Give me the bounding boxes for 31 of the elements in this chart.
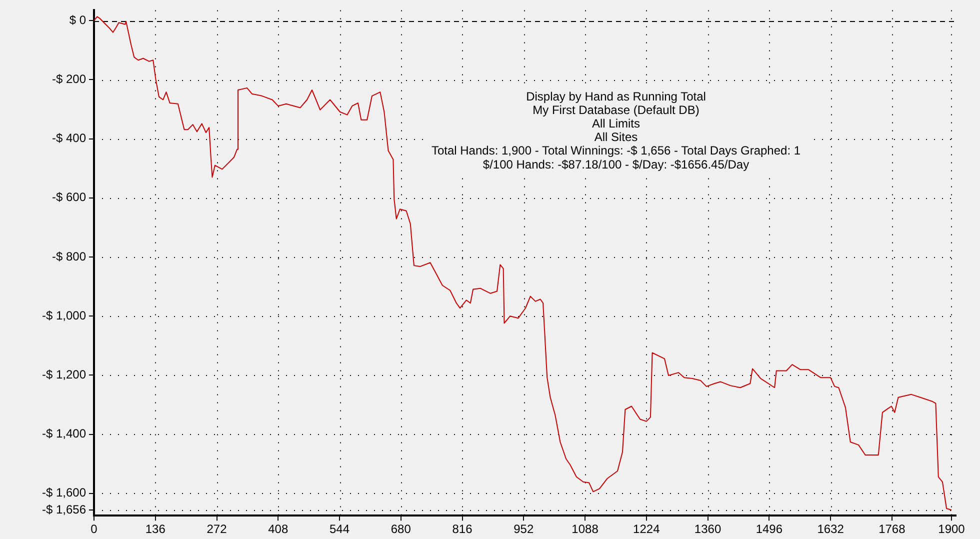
y-tick-label: $ 0 (69, 12, 86, 27)
annotation: Display by Hand as Running Total (526, 89, 706, 104)
y-tick-label: -$ 1,600 (42, 486, 86, 500)
x-tick-label: 408 (268, 522, 288, 536)
x-tick-label: 0 (90, 522, 98, 536)
x-tick-label: 272 (206, 522, 228, 536)
x-tick-label: 1496 (756, 522, 783, 536)
annotation: All Limits (592, 116, 640, 131)
annotation: $/100 Hands: -$87.18/100 - $/Day: -$1656.45/Day (482, 157, 750, 172)
y-tick-label: -$ 1,400 (42, 426, 86, 441)
x-tick-label: 1900 (938, 522, 966, 536)
y-tick-label: -$ 800 (52, 249, 86, 264)
x-tick-label: 1224 (633, 522, 660, 536)
y-tick-label: -$ 200 (52, 72, 86, 86)
x-tick-label: 952 (514, 522, 534, 536)
y-tick-label: -$ 1,000 (42, 308, 86, 322)
x-tick-label: 136 (145, 522, 166, 536)
annotation: All Sites (594, 130, 638, 144)
x-tick-label: 816 (452, 522, 473, 536)
annotation: Total Hands: 1,900 - Total Winnings: -$ 1,656 - Total Days Graphed: 1 (431, 144, 801, 158)
y-tick-label: -$ 1,200 (42, 368, 86, 382)
y-tick-label: -$ 1,656 (42, 502, 86, 516)
x-tick-label: 680 (390, 522, 412, 536)
x-tick-label: 544 (329, 522, 350, 536)
x-tick-label: 1768 (878, 522, 906, 536)
x-tick-label: 1360 (694, 522, 722, 536)
y-tick-label: -$ 600 (52, 190, 86, 204)
annotation: My First Database (Default DB) (532, 102, 700, 117)
x-tick-label: 1088 (572, 522, 599, 536)
x-tick-label: 1632 (817, 522, 844, 536)
y-tick-label: -$ 400 (52, 131, 86, 146)
